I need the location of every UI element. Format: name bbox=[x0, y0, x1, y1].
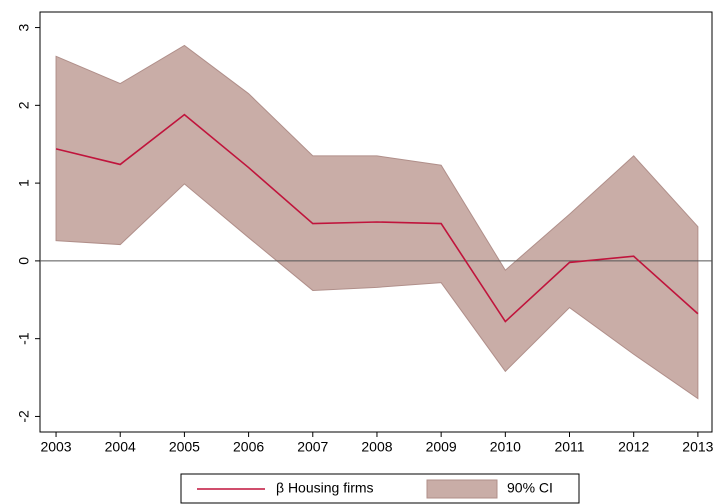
x-tick-label: 2003 bbox=[40, 439, 71, 455]
x-tick-label: 2009 bbox=[426, 439, 457, 455]
x-tick-label: 2012 bbox=[618, 439, 649, 455]
legend-label: β Housing firms bbox=[276, 480, 374, 496]
x-tick-label: 2013 bbox=[682, 439, 713, 455]
y-tick-label: -2 bbox=[16, 410, 32, 423]
x-tick-label: 2010 bbox=[490, 439, 521, 455]
legend-label: 90% CI bbox=[507, 480, 553, 496]
x-tick-label: 2007 bbox=[297, 439, 328, 455]
x-tick-label: 2004 bbox=[105, 439, 136, 455]
x-tick-label: 2011 bbox=[554, 439, 584, 455]
y-tick-label: 2 bbox=[16, 101, 32, 109]
x-tick-label: 2006 bbox=[233, 439, 264, 455]
x-tick-label: 2008 bbox=[361, 439, 392, 455]
y-tick-label: 3 bbox=[16, 23, 32, 31]
x-tick-label: 2005 bbox=[169, 439, 200, 455]
y-tick-label: 0 bbox=[16, 257, 32, 265]
series-line bbox=[55, 113, 699, 323]
y-tick-label: 1 bbox=[16, 179, 32, 187]
y-tick-label: -1 bbox=[16, 332, 32, 345]
legend-swatch bbox=[426, 479, 498, 499]
